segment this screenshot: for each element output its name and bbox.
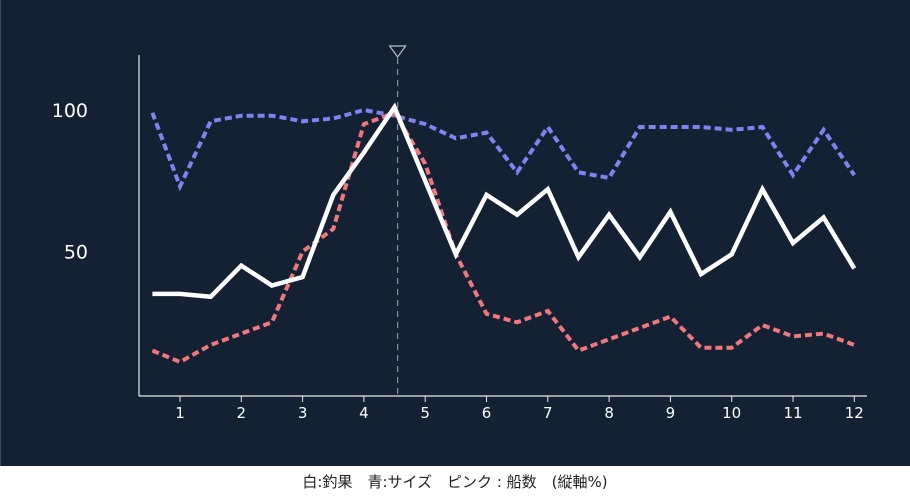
x-tick-label: 8 [604,404,614,422]
series-line-1 [150,107,856,192]
chart-panel: 100 50 1 2 3 4 5 6 7 8 9 10 11 12 [0,0,910,466]
x-tick-label: 5 [420,404,430,422]
y-tick-label: 100 [52,100,88,122]
x-tick-label: 1 [175,404,185,422]
chart-caption: 白:釣果 青:サイズ ピンク : 船数 (縦軸%) [0,466,910,504]
x-tick-label: 3 [298,404,308,422]
x-tick-label: 11 [783,404,802,422]
series-line-2 [151,110,855,365]
x-tick-labels: 1 2 3 4 5 6 7 8 9 10 11 12 [175,404,864,422]
series-line-3 [152,102,857,300]
x-tick-label: 4 [359,404,369,422]
series-layer [150,102,857,365]
axes [138,55,867,402]
x-tick-label: 9 [666,404,676,422]
x-tick-label: 2 [237,404,247,422]
y-tick-label: 50 [64,242,88,264]
y-tick-labels: 100 50 [52,100,88,264]
x-tick-label: 10 [722,404,741,422]
x-tick-label: 7 [543,404,553,422]
caption-text: 白:釣果 青:サイズ ピンク : 船数 (縦軸%) [302,473,608,491]
x-tick-label: 6 [482,404,492,422]
marker-triangle-icon [388,45,407,59]
marker [388,45,407,396]
x-tick-label: 12 [845,404,864,422]
